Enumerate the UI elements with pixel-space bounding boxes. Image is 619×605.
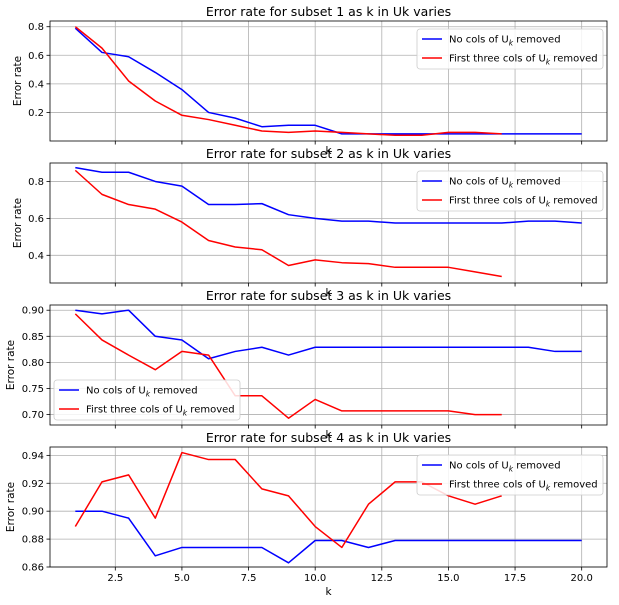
y-tick-label: 0.6 (28, 51, 44, 62)
x-axis-label: k (325, 287, 332, 299)
x-tick-label: 15.0 (437, 573, 459, 584)
series-line-first-three-cols-removed (74, 26, 502, 137)
series-line-no-cols-removed (75, 309, 582, 360)
x-tick-label: 12.5 (371, 573, 393, 584)
x-tick-label: 10.0 (304, 573, 326, 584)
legend-label-subscript: k (546, 484, 551, 493)
legend-box (416, 28, 604, 70)
y-tick-label: 0.70 (22, 410, 44, 421)
legend-entry-label: First three cols of Uk removed (86, 405, 235, 418)
subplot-3-title: Error rate for subset 3 as k in Uk varie… (206, 288, 451, 303)
legend-entry-label: First three cols of Uk removed (449, 196, 598, 209)
y-tick-label: 0.90 (22, 306, 44, 317)
legend-entry-label: First three cols of Uk removed (449, 480, 598, 493)
series-line-first-three-cols-removed (74, 313, 502, 419)
subplot-2-title: Error rate for subset 2 as k in Uk varie… (206, 146, 451, 161)
y-axis-label: Error rate (5, 482, 17, 532)
legend-entry-label: First three cols of Uk removed (449, 54, 598, 67)
legend-label-subscript: k (546, 200, 551, 209)
legend-label-subscript: k (509, 39, 514, 48)
legend-label-text: removed (513, 461, 561, 472)
axes-frame (49, 446, 608, 568)
y-axis-label: Error rate (5, 340, 17, 390)
y-tick-label: 0.4 (28, 251, 44, 262)
y-tick-label: 0.88 (22, 535, 44, 546)
x-tick-label: 5.0 (174, 573, 190, 584)
legend-label-text: First three cols of U (86, 405, 183, 416)
y-tick-label: 0.8 (28, 22, 44, 33)
axes-frame (49, 20, 608, 142)
legend-label-subscript: k (146, 390, 151, 399)
legend-label-subscript: k (546, 58, 551, 67)
legend-label-text: First three cols of U (449, 196, 546, 207)
y-tick-label: 0.75 (22, 384, 44, 395)
x-tick-label: 20.0 (571, 573, 593, 584)
legend-label-text: No cols of U (449, 35, 509, 46)
axes-frame (49, 304, 608, 426)
subplot-4-title: Error rate for subset 4 as k in Uk varie… (206, 430, 451, 445)
legend-label-text: removed (513, 177, 561, 188)
subplot-2: Error rate for subset 2 as k in Uk varie… (12, 146, 608, 299)
legend-label-text: removed (550, 54, 598, 65)
legend-entry-label: No cols of Uk removed (449, 461, 561, 474)
y-tick-label: 0.94 (22, 451, 44, 462)
x-tick-label: 7.5 (241, 573, 257, 584)
legend-label-text: No cols of U (449, 461, 509, 472)
y-tick-label: 0.4 (28, 79, 44, 90)
legend-label-text: removed (513, 35, 561, 46)
legend-entry-label: No cols of Uk removed (449, 35, 561, 48)
y-axis-label: Error rate (12, 56, 24, 106)
legend-label-text: First three cols of U (449, 54, 546, 65)
legend-box (53, 379, 241, 421)
legend-label-text: First three cols of U (449, 480, 546, 491)
subplot-1: Error rate for subset 1 as k in Uk varie… (12, 4, 608, 157)
x-tick-label: 17.5 (504, 573, 526, 584)
y-tick-label: 0.80 (22, 358, 44, 369)
x-axis-label: k (325, 429, 332, 441)
y-axis-label: Error rate (12, 198, 24, 248)
y-tick-label: 0.85 (22, 332, 44, 343)
y-tick-label: 0.86 (22, 563, 44, 574)
legend-label-text: removed (150, 386, 198, 397)
x-tick-label: 2.5 (107, 573, 123, 584)
y-tick-label: 0.90 (22, 507, 44, 518)
legend-label-text: No cols of U (449, 177, 509, 188)
subplot-3: Error rate for subset 3 as k in Uk varie… (5, 288, 608, 441)
legend-box (416, 454, 604, 496)
legend-label-text: removed (550, 196, 598, 207)
series-line-first-three-cols-removed (74, 169, 502, 278)
series-line-no-cols-removed (75, 510, 582, 564)
legend-label-text: No cols of U (86, 386, 146, 397)
subplot-4: Error rate for subset 4 as k in Uk varie… (5, 430, 608, 598)
legend-label-subscript: k (509, 465, 514, 474)
y-tick-label: 0.92 (22, 479, 44, 490)
legend-label-subscript: k (183, 409, 188, 418)
y-tick-label: 0.8 (28, 177, 44, 188)
legend-label-subscript: k (509, 181, 514, 190)
subplot-1-title: Error rate for subset 1 as k in Uk varie… (206, 4, 451, 19)
legend-box (416, 170, 604, 212)
legend-label-text: removed (187, 405, 235, 416)
y-tick-label: 0.6 (28, 214, 44, 225)
x-axis-label: k (325, 145, 332, 157)
y-tick-label: 0.2 (28, 108, 44, 119)
axes-frame (49, 162, 608, 284)
legend-entry-label: No cols of Uk removed (86, 386, 198, 399)
x-axis-label: k (325, 586, 332, 598)
legend-entry-label: No cols of Uk removed (449, 177, 561, 190)
legend-label-text: removed (550, 480, 598, 491)
series-line-no-cols-removed (75, 166, 582, 224)
